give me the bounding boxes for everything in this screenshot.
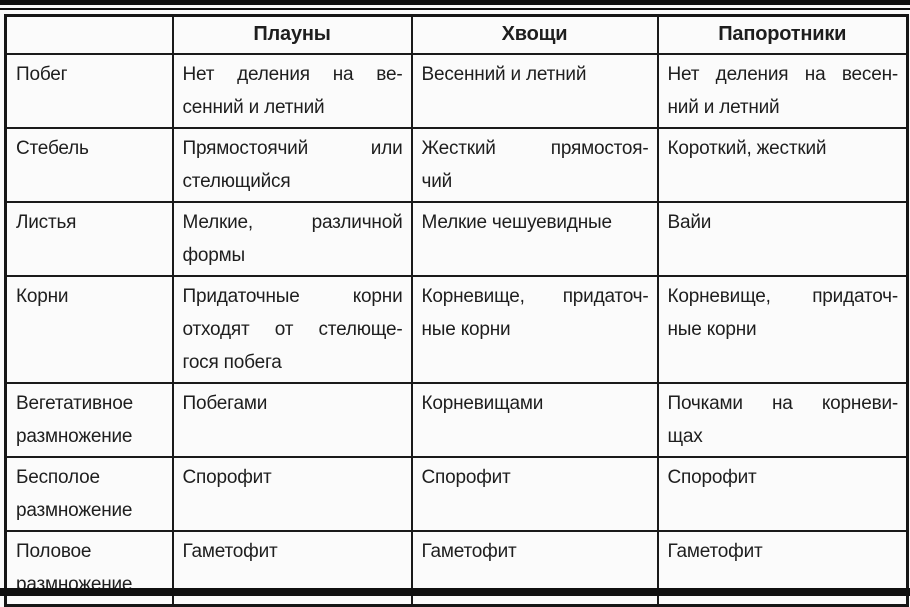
cell-text-line: Половое bbox=[16, 540, 92, 562]
table-row: Стебель Прямостоячий или стелющийся Жесткий… bbox=[4, 126, 909, 203]
cell-text-line: ные корни bbox=[421, 318, 511, 340]
cell-text-line: Спорофит bbox=[667, 466, 757, 488]
cell-text-line: Гаметофит bbox=[421, 540, 517, 562]
cell-text-line: Придаточные корни bbox=[182, 285, 403, 307]
value-cell: Спорофит bbox=[656, 455, 909, 532]
cell-text-line: Спорофит bbox=[421, 466, 511, 488]
table-row: Корни Придаточные корни отходят от стелюще… bbox=[4, 274, 909, 384]
table-body: Побег Нет деления на ве-сенний и летний Ве… bbox=[4, 52, 909, 606]
cell-text-line: чий bbox=[421, 170, 453, 192]
cell-text-line: стелющийся bbox=[182, 170, 291, 192]
value-cell: Корневище, придаточ-ные корни bbox=[410, 274, 659, 384]
row-label-cell: Листья bbox=[4, 200, 174, 277]
cell-text-line: Спорофит bbox=[182, 466, 272, 488]
cell-text-line: сенний и летний bbox=[182, 96, 325, 118]
value-cell: Спорофит bbox=[171, 455, 413, 532]
value-cell: Мелкие, различной формы bbox=[171, 200, 413, 277]
value-cell: Весенний и летний bbox=[410, 52, 659, 129]
cell-text-line: Мелкие, различной bbox=[182, 211, 403, 233]
cell-text-line: Гаметофит bbox=[667, 540, 763, 562]
value-cell: Мелкие чешуевидные bbox=[410, 200, 659, 277]
table-row: Побег Нет деления на ве-сенний и летний Ве… bbox=[4, 52, 909, 129]
page-top-double-rule bbox=[0, 0, 910, 10]
cell-text-line: Стебель bbox=[16, 137, 89, 159]
value-cell: Прямостоячий или стелющийся bbox=[171, 126, 413, 203]
cell-text-line: Мелкие чешуевидные bbox=[421, 211, 613, 233]
value-cell: Жесткий прямостоя-чий bbox=[410, 126, 659, 203]
cell-text-line: Прямостоячий или bbox=[182, 137, 403, 159]
value-cell: Придаточные корни отходят от стелюще-гося… bbox=[171, 274, 413, 384]
cell-text-line: ные корни bbox=[667, 318, 757, 340]
row-label-cell: Стебель bbox=[4, 126, 174, 203]
value-cell: Корневищами bbox=[410, 381, 659, 458]
cell-text-line: Вегетативное bbox=[16, 392, 133, 414]
cell-text-line: Нет деления на весен- bbox=[667, 63, 899, 85]
cell-text-line: отходят от стелюще- bbox=[182, 318, 403, 340]
column-header-khvoshchi: Хвощи bbox=[410, 14, 659, 55]
value-cell: Вайи bbox=[656, 200, 909, 277]
table-row: Вегетативное размножение Побегами Корневища… bbox=[4, 381, 909, 458]
value-cell: Спорофит bbox=[410, 455, 659, 532]
cell-text-line: щах bbox=[667, 425, 703, 447]
cell-text-line: Нет деления на ве- bbox=[182, 63, 403, 85]
column-header-empty bbox=[4, 14, 174, 55]
table-row: Бесполое размножение Спорофит Спорофит Споро… bbox=[4, 455, 909, 532]
row-label-cell: Побег bbox=[4, 52, 174, 129]
value-cell: Нет деления на весен-ний и летний bbox=[656, 52, 909, 129]
cell-text-line: Корневище, придаточ- bbox=[667, 285, 899, 307]
cell-text-line: Корни bbox=[16, 285, 69, 307]
cell-text-line: Короткий, жесткий bbox=[667, 137, 827, 159]
cell-text-line: размножение bbox=[16, 425, 133, 447]
page-bottom-rule bbox=[0, 588, 910, 596]
cell-text-line: Бесполое bbox=[16, 466, 100, 488]
value-cell: Побегами bbox=[171, 381, 413, 458]
cell-text-line: гося побега bbox=[182, 351, 282, 373]
row-label-cell: Вегетативное размножение bbox=[4, 381, 174, 458]
plant-comparison-table: Плауны Хвощи Папоротники Побег Нет делени… bbox=[4, 14, 909, 607]
header-row: Плауны Хвощи Папоротники bbox=[4, 14, 909, 55]
row-label-cell: Корни bbox=[4, 274, 174, 384]
cell-text-line: ний и летний bbox=[667, 96, 780, 118]
cell-text-line: Побегами bbox=[182, 392, 268, 414]
cell-text-line: Корневищами bbox=[421, 392, 544, 414]
cell-text-line: Листья bbox=[16, 211, 77, 233]
value-cell: Короткий, жесткий bbox=[656, 126, 909, 203]
cell-text-line: Весенний и летний bbox=[421, 63, 587, 85]
cell-text-line: Гаметофит bbox=[182, 540, 278, 562]
table-row: Листья Мелкие, различной формы Мелкие чешуе… bbox=[4, 200, 909, 277]
column-header-plauny: Плауны bbox=[171, 14, 413, 55]
value-cell: Почками на корневи-щах bbox=[656, 381, 909, 458]
cell-text-line: Жесткий прямостоя- bbox=[421, 137, 649, 159]
cell-text-line: Почками на корневи- bbox=[667, 392, 899, 414]
cell-text-line: формы bbox=[182, 244, 246, 266]
row-label-cell: Бесполое размножение bbox=[4, 455, 174, 532]
cell-text-line: Корневище, придаточ- bbox=[421, 285, 649, 307]
cell-text-line: Побег bbox=[16, 63, 68, 85]
value-cell: Корневище, придаточ-ные корни bbox=[656, 274, 909, 384]
column-header-paporotniki: Папоротники bbox=[656, 14, 909, 55]
value-cell: Нет деления на ве-сенний и летний bbox=[171, 52, 413, 129]
cell-text-line: Вайи bbox=[667, 211, 712, 233]
cell-text-line: размножение bbox=[16, 499, 133, 521]
table-header: Плауны Хвощи Папоротники bbox=[4, 14, 909, 55]
